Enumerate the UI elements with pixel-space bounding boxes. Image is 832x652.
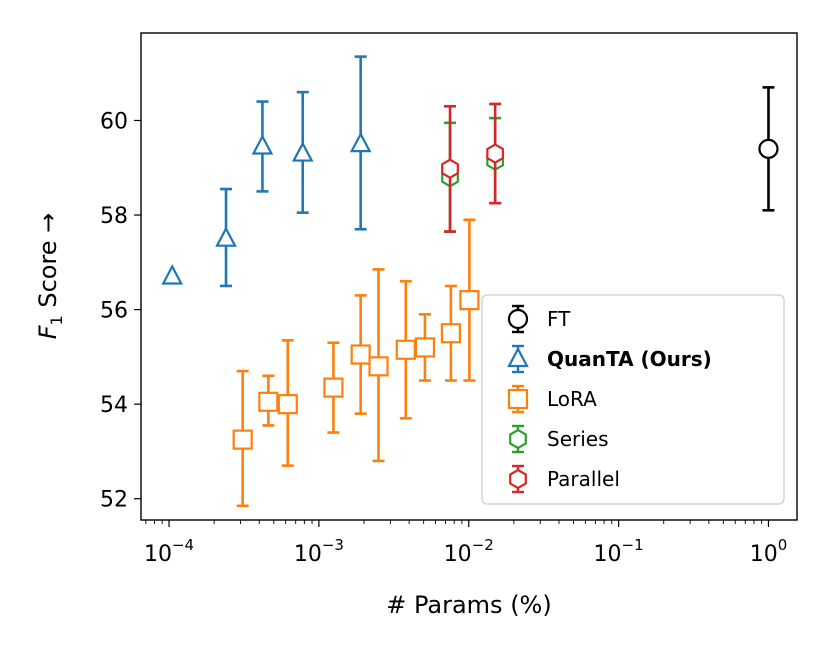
- legend-label: LoRA: [547, 387, 597, 411]
- x-axis-label: # Params (%): [386, 591, 551, 619]
- legend-label: Parallel: [547, 467, 620, 491]
- data-point: [251, 134, 274, 155]
- data-point: [758, 138, 779, 159]
- data-point: [232, 429, 253, 450]
- data-point: [440, 323, 461, 344]
- x-tick-label-base: 10: [594, 542, 622, 567]
- legend-label: Series: [547, 427, 609, 451]
- x-tick-label: 10−3: [294, 536, 344, 567]
- series-ft: [758, 86, 779, 212]
- x-tick-label: 10−1: [594, 536, 644, 567]
- data-point: [215, 226, 237, 247]
- data-point: [277, 394, 298, 415]
- data-point: [350, 344, 371, 365]
- x-tick-label-exponent: −2: [472, 536, 494, 554]
- y-axis-label-main: F: [34, 324, 62, 339]
- data-point: [291, 141, 314, 162]
- data-point: [258, 391, 279, 412]
- plot-area-frame: [140, 32, 798, 521]
- y-tick-label: 54: [100, 393, 128, 418]
- legend-marker: [507, 346, 529, 368]
- data-series: [161, 55, 779, 508]
- legend-label: FT: [547, 307, 571, 331]
- y-tick-label: 60: [100, 109, 128, 134]
- x-tick-label-base: 10: [294, 542, 322, 567]
- legend-label: QuanTA (Ours): [547, 347, 712, 371]
- data-point: [459, 290, 480, 311]
- legend-marker: [509, 428, 527, 450]
- x-tick-label-base: 10: [750, 542, 778, 567]
- data-point: [395, 339, 416, 360]
- data-point: [368, 356, 389, 377]
- x-tick-label-base: 10: [144, 542, 172, 567]
- data-point: [441, 158, 459, 179]
- x-tick-label-exponent: −3: [322, 536, 344, 554]
- y-tick-label: 52: [100, 488, 128, 513]
- data-point: [323, 377, 344, 398]
- x-tick-label: 10−4: [144, 536, 194, 567]
- series-quanta-ours: [161, 55, 372, 288]
- x-tick-label: 100: [750, 536, 788, 567]
- legend-marker: [507, 308, 529, 330]
- series-parallel: [441, 102, 505, 233]
- legend-box: [481, 294, 785, 505]
- x-tick-label-exponent: −1: [622, 536, 644, 554]
- x-tick-label-exponent: 0: [778, 536, 788, 554]
- x-tick-label-exponent: −4: [172, 536, 194, 554]
- data-point: [161, 264, 184, 285]
- series-lora: [232, 218, 480, 508]
- legend-marker: [509, 468, 527, 490]
- y-axis-label: F1 Score →: [34, 213, 66, 340]
- y-axis-label-subscript: 1: [47, 315, 66, 325]
- legend-marker: [507, 388, 529, 410]
- data-point: [349, 131, 372, 153]
- y-tick-label: 56: [100, 299, 128, 324]
- data-point: [486, 143, 505, 164]
- data-point: [414, 337, 436, 358]
- y-axis-label-rest: Score →: [34, 213, 62, 316]
- y-tick-label: 58: [100, 204, 128, 229]
- x-tick-label-base: 10: [444, 542, 472, 567]
- legend: FT QuanTA (Ours) LoRA Series Parallel: [481, 294, 785, 505]
- x-tick-label: 10−2: [444, 536, 494, 567]
